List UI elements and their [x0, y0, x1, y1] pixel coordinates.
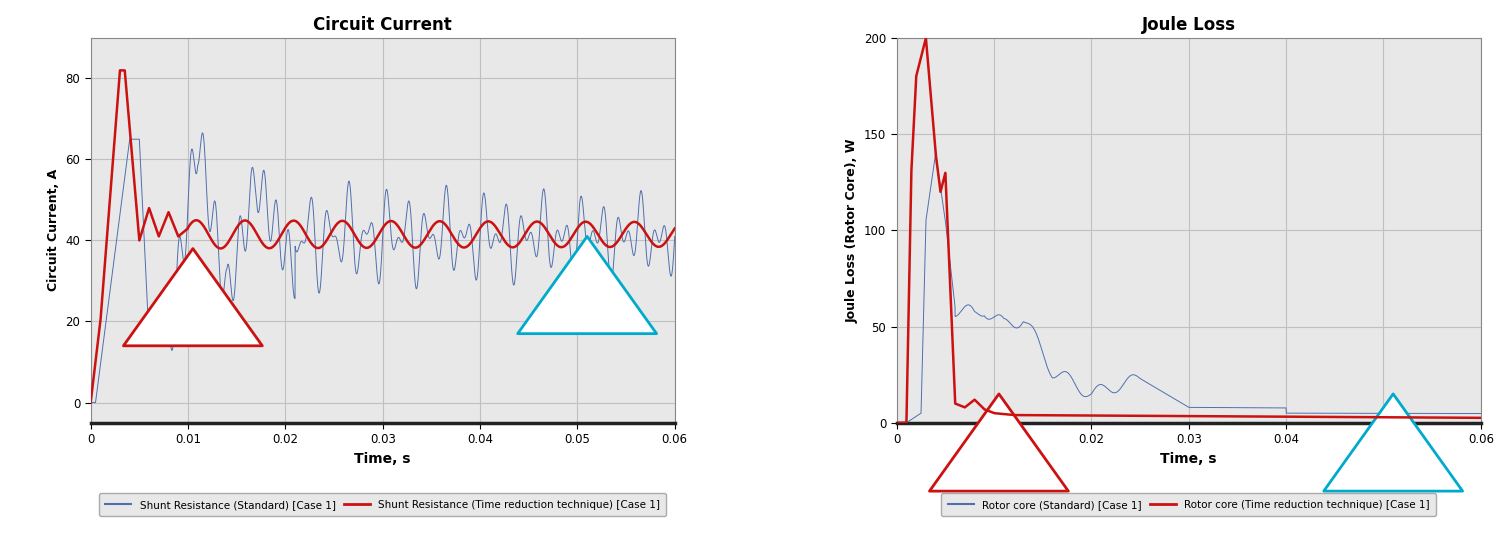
X-axis label: Time, s: Time, s [1160, 451, 1216, 466]
Legend: Shunt Resistance (Standard) [Case 1], Shunt Resistance (Time reduction technique: Shunt Resistance (Standard) [Case 1], Sh… [98, 493, 666, 516]
Y-axis label: Joule Loss (Rotor Core), W: Joule Loss (Rotor Core), W [846, 138, 858, 322]
Legend: Rotor core (Standard) [Case 1], Rotor core (Time reduction technique) [Case 1]: Rotor core (Standard) [Case 1], Rotor co… [941, 493, 1435, 516]
X-axis label: Time, s: Time, s [355, 451, 411, 466]
Y-axis label: Circuit Current, A: Circuit Current, A [47, 169, 60, 292]
Title: Circuit Current: Circuit Current [313, 16, 452, 34]
Title: Joule Loss: Joule Loss [1142, 16, 1236, 34]
